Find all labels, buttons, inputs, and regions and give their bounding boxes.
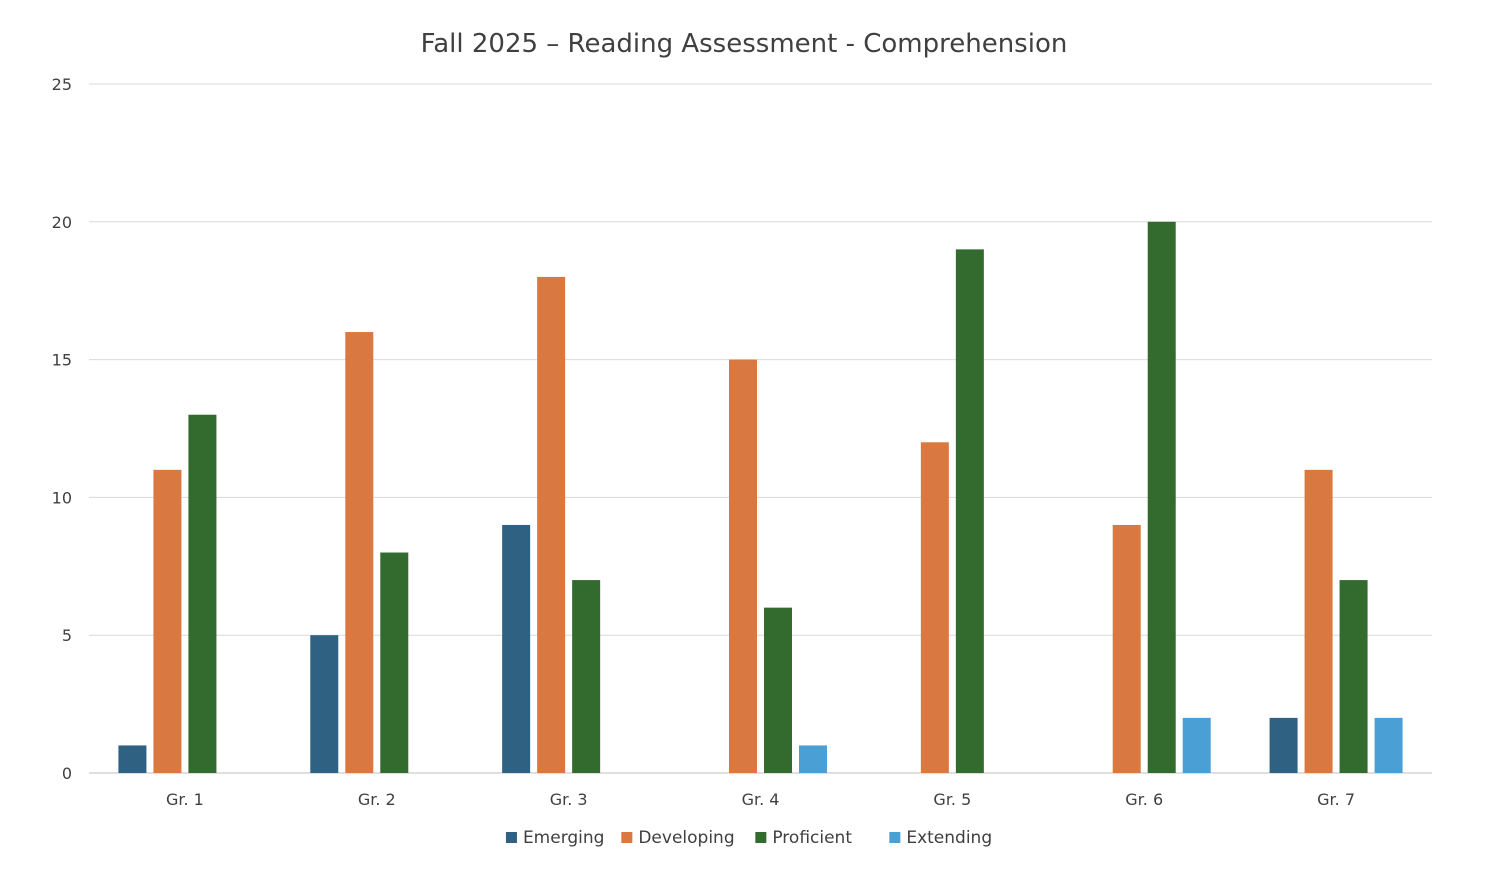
bar-developing-gr-5 — [920, 442, 949, 773]
y-tick-label: 20 — [52, 213, 72, 232]
legend-label: Developing — [638, 828, 734, 848]
legend-swatch — [621, 832, 633, 843]
bar-developing-gr-1 — [153, 469, 182, 773]
legend-swatch — [755, 832, 767, 843]
legend-item-developing: Developing — [621, 828, 735, 848]
bar-developing-gr-3 — [537, 276, 566, 773]
legend: Emerging Developing Proficient Extending — [505, 828, 992, 848]
bar-developing-gr-6 — [1112, 524, 1141, 773]
legend-item-emerging: Emerging — [505, 828, 605, 848]
bar-emerging-gr-3 — [502, 524, 531, 773]
x-tick-label: Gr. 5 — [933, 790, 971, 809]
bar-proficient-gr-7 — [1339, 580, 1368, 773]
bar-developing-gr-4 — [729, 359, 757, 773]
x-tick-label: Gr. 1 — [166, 790, 204, 809]
y-tick-label: 15 — [52, 351, 72, 370]
legend-label: Proficient — [772, 828, 852, 848]
chart-title: Fall 2025 – Reading Assessment - Compreh… — [421, 29, 1068, 59]
legend-item-proficient: Proficient — [755, 828, 852, 848]
bar-proficient-gr-1 — [188, 414, 217, 773]
bar-emerging-gr-7 — [1269, 717, 1298, 773]
y-axis-ticks: 0 5 10 15 20 25 — [52, 75, 72, 783]
bar-emerging-gr-2 — [310, 635, 339, 773]
y-tick-label: 0 — [62, 764, 72, 783]
bar-proficient-gr-6 — [1147, 221, 1176, 774]
legend-label: Extending — [906, 828, 992, 848]
bar-proficient-gr-3 — [572, 580, 601, 773]
legend-item-extending: Extending — [889, 828, 992, 848]
grid-layer — [89, 83, 1432, 774]
bar-extending-gr-7 — [1374, 717, 1403, 773]
x-axis-ticks: Gr. 1 Gr. 2 Gr. 3 Gr. 4 Gr. 5 Gr. 6 Gr. 7 — [166, 790, 1355, 809]
bar-extending-gr-4 — [799, 745, 827, 773]
x-tick-label: Gr. 2 — [358, 790, 396, 809]
bars — [118, 221, 1403, 774]
bar-extending-gr-6 — [1182, 717, 1211, 773]
y-tick-label: 10 — [52, 488, 72, 507]
bar-proficient-gr-4 — [764, 607, 792, 773]
y-tick-label: 25 — [52, 75, 72, 94]
x-tick-label: Gr. 6 — [1125, 790, 1163, 809]
bar-proficient-gr-5 — [955, 249, 984, 774]
bar-developing-gr-2 — [345, 332, 374, 773]
x-tick-label: Gr. 3 — [550, 790, 588, 809]
x-tick-label: Gr. 4 — [742, 790, 780, 809]
y-tick-label: 5 — [62, 626, 72, 645]
legend-label: Emerging — [523, 828, 605, 848]
x-tick-label: Gr. 7 — [1317, 790, 1355, 809]
bar-developing-gr-7 — [1304, 469, 1333, 773]
bar-emerging-gr-1 — [118, 745, 147, 773]
legend-swatch — [505, 832, 517, 843]
bar-proficient-gr-2 — [380, 552, 409, 773]
legend-swatch — [889, 832, 901, 843]
